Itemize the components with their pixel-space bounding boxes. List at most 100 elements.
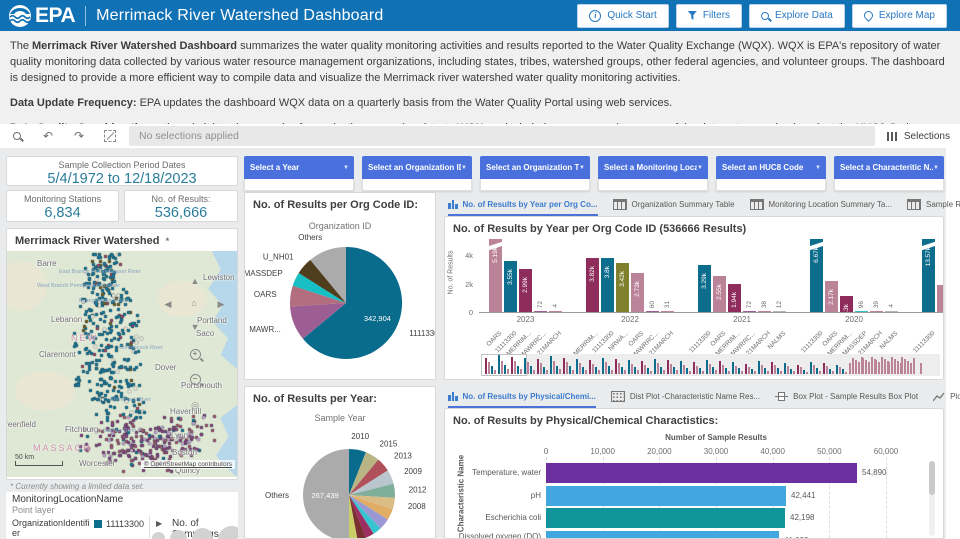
monitoring-location-dot[interactable] [99, 384, 103, 388]
monitoring-location-dot[interactable] [118, 262, 122, 266]
monitoring-location-dot[interactable] [90, 290, 94, 294]
monitoring-location-dot[interactable] [111, 364, 115, 368]
monitoring-location-dot[interactable] [99, 434, 103, 438]
monitoring-location-dot[interactable] [90, 351, 94, 355]
monitoring-location-dot[interactable] [105, 332, 109, 336]
monitoring-location-dot[interactable] [113, 303, 117, 307]
monitoring-location-dot[interactable] [91, 360, 95, 364]
monitoring-location-dot[interactable] [163, 441, 167, 445]
monitoring-location-dot[interactable] [92, 287, 96, 291]
monitoring-location-dot[interactable] [126, 342, 130, 346]
monitoring-location-dot[interactable] [138, 415, 142, 419]
monitoring-location-dot[interactable] [126, 425, 130, 429]
monitoring-location-dot[interactable] [76, 382, 80, 386]
monitoring-location-dot[interactable] [148, 428, 152, 432]
monitoring-location-dot[interactable] [113, 396, 117, 400]
pie-org-chart[interactable]: 11113300 342,904 MAWR... OARS MASSDEP U_NH01 O… [245, 193, 436, 380]
monitoring-location-dot[interactable] [100, 344, 104, 348]
monitoring-location-dot[interactable] [107, 433, 111, 437]
monitoring-location-dot[interactable] [123, 357, 127, 361]
monitoring-location-dot[interactable] [118, 320, 122, 324]
monitoring-location-dot[interactable] [130, 341, 134, 345]
monitoring-location-dot[interactable] [107, 259, 111, 263]
bar-mawrrc[interactable] [646, 311, 659, 312]
monitoring-location-dot[interactable] [109, 322, 112, 326]
monitoring-location-dot[interactable] [118, 366, 122, 370]
monitoring-location-dot[interactable] [121, 449, 125, 453]
monitoring-location-dot[interactable] [106, 344, 110, 348]
monitoring-location-dot[interactable] [131, 448, 135, 452]
monitoring-location-dot[interactable] [128, 413, 132, 417]
bar-oars[interactable]: 2.17k [825, 281, 838, 312]
monitoring-location-dot[interactable] [128, 343, 132, 347]
kpi-collection-dates[interactable]: Sample Collection Period Dates 5/4/1972 … [6, 156, 238, 186]
hbar-scrollbar-thumb[interactable] [929, 461, 935, 495]
monitoring-location-dot[interactable] [89, 427, 93, 431]
monitoring-location-dot[interactable] [125, 430, 129, 434]
monitoring-location-dot[interactable] [92, 271, 96, 275]
monitoring-location-dot[interactable] [131, 424, 135, 428]
monitoring-location-dot[interactable] [155, 452, 159, 456]
monitoring-location-dot[interactable] [129, 463, 133, 467]
monitoring-location-dot[interactable] [96, 390, 100, 394]
monitoring-location-dot[interactable] [95, 362, 99, 366]
monitoring-location-dot[interactable] [92, 263, 96, 267]
monitoring-location-dot[interactable] [122, 416, 126, 420]
map-pan-left-button[interactable]: ◀ [164, 298, 172, 309]
monitoring-location-dot[interactable] [109, 454, 113, 458]
monitoring-location-dot[interactable] [101, 291, 105, 295]
monitoring-location-dot[interactable] [85, 447, 89, 451]
smart-search-icon[interactable] [10, 129, 24, 143]
monitoring-location-dot[interactable] [158, 435, 162, 439]
monitoring-location-dot[interactable] [204, 424, 208, 428]
monitoring-location-dot[interactable] [111, 286, 115, 290]
monitoring-location-dot[interactable] [104, 314, 108, 318]
chart-scroll-strip[interactable] [481, 354, 940, 376]
monitoring-location-dot[interactable] [190, 432, 194, 436]
monitoring-location-dot[interactable] [213, 439, 217, 443]
monitoring-location-dot[interactable] [179, 425, 183, 429]
monitoring-location-dot[interactable] [85, 320, 89, 324]
monitoring-location-dot[interactable] [90, 308, 94, 312]
monitoring-location-dot[interactable] [134, 341, 138, 345]
monitoring-location-dot[interactable] [86, 351, 90, 355]
monitoring-location-dot[interactable] [131, 323, 135, 327]
monitoring-location-dot[interactable] [112, 397, 116, 401]
monitoring-location-dot[interactable] [166, 437, 170, 441]
monitoring-location-dot[interactable] [87, 380, 91, 384]
bar-21march[interactable] [661, 311, 674, 312]
monitoring-location-dot[interactable] [178, 438, 182, 442]
monitoring-location-dot[interactable] [140, 336, 144, 340]
monitoring-location-dot[interactable] [102, 278, 106, 282]
monitoring-location-dot[interactable] [96, 327, 100, 331]
monitoring-location-dot[interactable] [116, 307, 120, 311]
monitoring-location-dot[interactable] [120, 314, 124, 318]
monitoring-location-dot[interactable] [88, 388, 92, 392]
monitoring-location-dot[interactable] [153, 430, 157, 434]
monitoring-location-dot[interactable] [110, 444, 114, 448]
monitoring-location-dot[interactable] [165, 446, 169, 450]
monitoring-location-dot[interactable] [110, 277, 114, 281]
kpi-monitoring-stations[interactable]: Monitoring Stations 6,834 [6, 190, 119, 222]
pie-year-chart[interactable]: 2010 2015 2013 2009 2012 2008 Others 267,439 [245, 387, 436, 539]
monitoring-location-dot[interactable] [130, 383, 134, 387]
monitoring-location-dot[interactable] [132, 418, 136, 422]
monitoring-location-dot[interactable] [86, 332, 90, 336]
pie-slice-unlabeled[interactable] [349, 495, 381, 534]
monitoring-location-dot[interactable] [129, 335, 133, 339]
monitoring-location-dot[interactable] [179, 453, 183, 457]
monitoring-location-dot[interactable] [105, 268, 109, 272]
monitoring-location-dot[interactable] [123, 426, 127, 430]
monitoring-location-dot[interactable] [105, 368, 109, 372]
monitoring-location-dot[interactable] [112, 452, 116, 456]
monitoring-location-dot[interactable] [96, 256, 100, 260]
monitoring-location-dot[interactable] [111, 281, 115, 285]
monitoring-location-dot[interactable] [107, 457, 111, 461]
monitoring-location-dot[interactable] [80, 434, 84, 438]
monitoring-location-dot[interactable] [126, 430, 130, 434]
monitoring-location-dot[interactable] [113, 256, 117, 260]
monitoring-location-dot[interactable] [105, 381, 109, 385]
monitoring-location-dot[interactable] [86, 435, 90, 439]
tab-organization-summary-table[interactable]: Organization Summary Table [612, 196, 735, 216]
monitoring-location-dot[interactable] [144, 431, 148, 435]
